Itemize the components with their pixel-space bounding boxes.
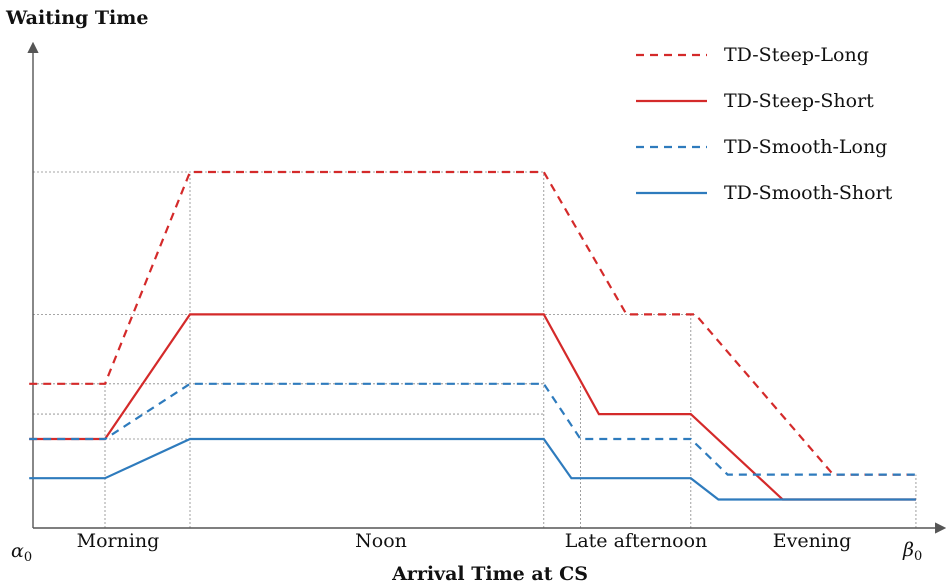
period-label-evening: Evening [773, 530, 852, 552]
series-line-td-steep-long [29, 170, 916, 476]
legend-label-2: TD-Smooth-Long [724, 136, 887, 158]
series-group [29, 170, 916, 501]
legend-label-0: TD-Steep-Long [724, 44, 869, 66]
series-line-td-smooth-short [29, 437, 916, 501]
reference-grid [33, 171, 917, 528]
series-line-td-steep-short [29, 313, 916, 501]
x-axis-label: Arrival Time at CS [391, 563, 588, 584]
legend-label-3: TD-Smooth-Short [724, 182, 893, 204]
series-line-td-smooth-long [29, 382, 916, 476]
legend: TD-Steep-Long TD-Steep-Short TD-Smooth-Lon… [636, 44, 893, 204]
x-start-label: α0 [11, 540, 32, 565]
y-axis-label: Waiting Time [5, 7, 148, 29]
axes [27, 41, 947, 534]
period-label-late-afternoon: Late afternoon [565, 530, 708, 552]
period-label-morning: Morning [77, 530, 160, 552]
x-end-label: β0 [902, 539, 922, 564]
period-label-noon: Noon [355, 530, 407, 552]
legend-label-1: TD-Steep-Short [724, 90, 874, 112]
